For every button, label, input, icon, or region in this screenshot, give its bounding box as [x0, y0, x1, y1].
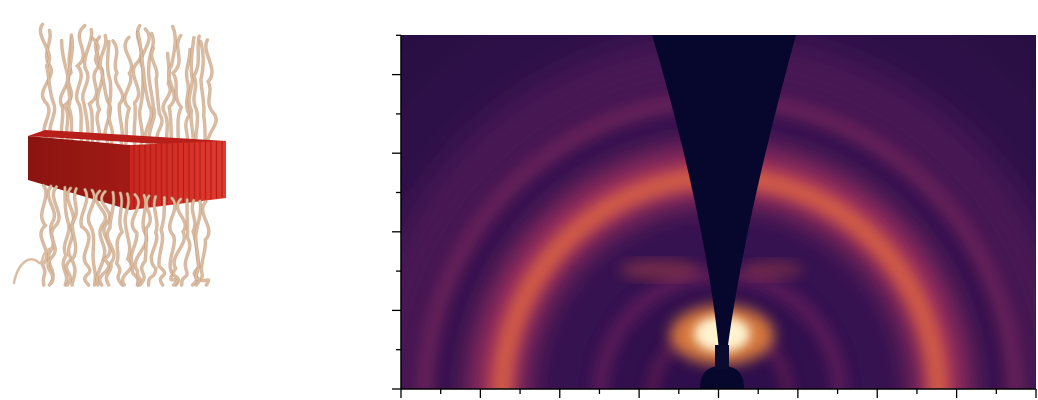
polymer-chain [75, 24, 86, 142]
streak-right [742, 261, 802, 279]
beamstop-post [715, 345, 729, 369]
lamella-top-face [28, 130, 226, 147]
polymer-chain [157, 196, 166, 287]
polymer-chain [70, 187, 78, 287]
beamstop-wedge [652, 35, 796, 360]
polymer-chain [87, 189, 97, 287]
scattering-pattern [392, 34, 1037, 398]
polymer-chain [123, 36, 133, 145]
polymer-chains-top [38, 22, 218, 150]
polymer-chain [106, 40, 114, 144]
x-axis-ticks [400, 389, 1037, 398]
polymer-chain [91, 37, 104, 143]
polymer-chain [79, 188, 91, 287]
polymer-chain [138, 27, 151, 145]
polymer-chain [115, 191, 124, 287]
polymer-chain [12, 246, 54, 285]
polymer-chain [105, 191, 116, 287]
polymer-chain [187, 36, 196, 148]
polymer-chains-bottom [12, 183, 211, 287]
polymer-chain [134, 194, 148, 287]
polymer-chain [136, 31, 153, 146]
polymer-chain [192, 34, 201, 149]
polymer-chain [138, 194, 152, 287]
polymer-chain [39, 184, 49, 287]
polymer-chain [81, 28, 93, 142]
polymer-chain [62, 186, 71, 287]
polymer-chain [204, 38, 218, 150]
polymer-chain [65, 186, 75, 287]
streak-left [620, 260, 700, 280]
polymer-chain [147, 195, 159, 287]
polymer-chain [59, 39, 70, 141]
polymer-chain [39, 23, 56, 140]
polymer-chain [180, 198, 192, 287]
polymer-chain [199, 40, 207, 149]
polymer-chain [150, 47, 164, 147]
polymer-chain [171, 34, 183, 148]
polymer-chain [46, 185, 61, 287]
polymer-chain [111, 39, 124, 144]
polymer-chain [167, 25, 177, 147]
polymer-chain [62, 33, 73, 141]
lamella-illustration [12, 22, 226, 287]
beamstop-base [700, 366, 744, 389]
polymer-chain [98, 34, 112, 143]
polymer-chain [130, 193, 140, 287]
lamella-stripes [133, 141, 223, 209]
polymer-chain [168, 197, 180, 287]
plot-axes [392, 34, 1037, 398]
polymer-chain [66, 36, 74, 141]
polymer-chain [121, 192, 133, 287]
polymer-chain [172, 197, 187, 287]
polymer-chain [184, 48, 192, 148]
polymer-chain [94, 189, 107, 287]
polymer-chain [194, 199, 202, 287]
polymer-chain [200, 200, 210, 287]
y-axis-ticks [392, 34, 401, 390]
